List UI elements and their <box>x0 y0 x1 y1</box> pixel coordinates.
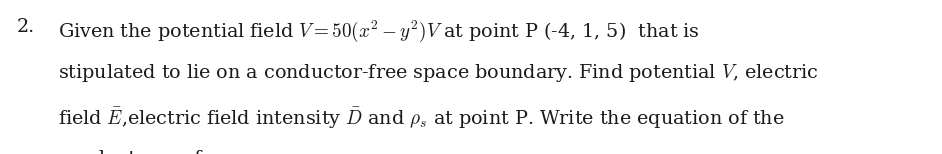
Text: conductor surface.: conductor surface. <box>58 150 241 154</box>
Text: Given the potential field $V = 50(x^2 - y^2)V$ at point P (-4, 1, 5)  that is: Given the potential field $V = 50(x^2 - … <box>58 18 700 44</box>
Text: stipulated to lie on a conductor-free space boundary. Find potential $V$, electr: stipulated to lie on a conductor-free sp… <box>58 62 820 84</box>
Text: field $\bar{E}$,electric field intensity $\bar{D}$ and $\rho_s$ at point P. Writ: field $\bar{E}$,electric field intensity… <box>58 106 785 131</box>
Text: 2.: 2. <box>17 18 35 36</box>
